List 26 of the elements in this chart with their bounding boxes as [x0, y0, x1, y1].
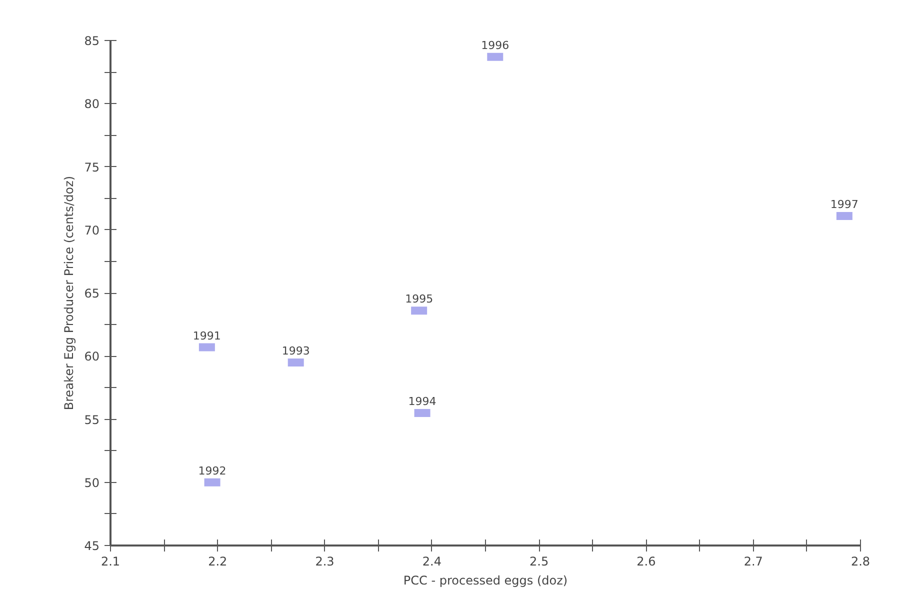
y-tick-label: 45 — [84, 539, 100, 553]
y-tick-label: 80 — [84, 97, 100, 112]
x-tick-label: 2.5 — [530, 554, 549, 568]
y-tick-label: 60 — [84, 350, 100, 364]
annotation: 1995 — [405, 292, 434, 306]
x-tick-label: 2.2 — [208, 554, 228, 568]
y-tick-label: 85 — [84, 34, 100, 48]
annotation: 1993 — [282, 344, 310, 358]
y-axis-title: Breaker Egg Producer Price (cents/doz) — [62, 176, 76, 410]
annotation: 1996 — [481, 38, 510, 52]
annotation: 1992 — [198, 464, 226, 478]
x-tick-label: 2.4 — [422, 554, 442, 568]
x-tick-label: 2.8 — [850, 554, 870, 568]
x-tick-label: 2.6 — [636, 554, 656, 568]
x-tick-label: 2.7 — [744, 554, 763, 568]
y-tick-label: 50 — [84, 476, 100, 490]
annotation: 1997 — [830, 198, 858, 211]
y-tick-label: 75 — [84, 160, 100, 174]
annotation: 1991 — [192, 329, 221, 342]
x-tick-label: 2.1 — [100, 554, 120, 568]
x-tick-label: 2.3 — [315, 554, 334, 568]
x-axis-title: PCC - processed eggs (doz) — [403, 574, 568, 588]
y-tick-label: 55 — [84, 412, 100, 427]
annotation: 1994 — [408, 394, 436, 408]
y-tick-label: 70 — [84, 223, 100, 238]
y-tick-label: 65 — [84, 286, 100, 300]
